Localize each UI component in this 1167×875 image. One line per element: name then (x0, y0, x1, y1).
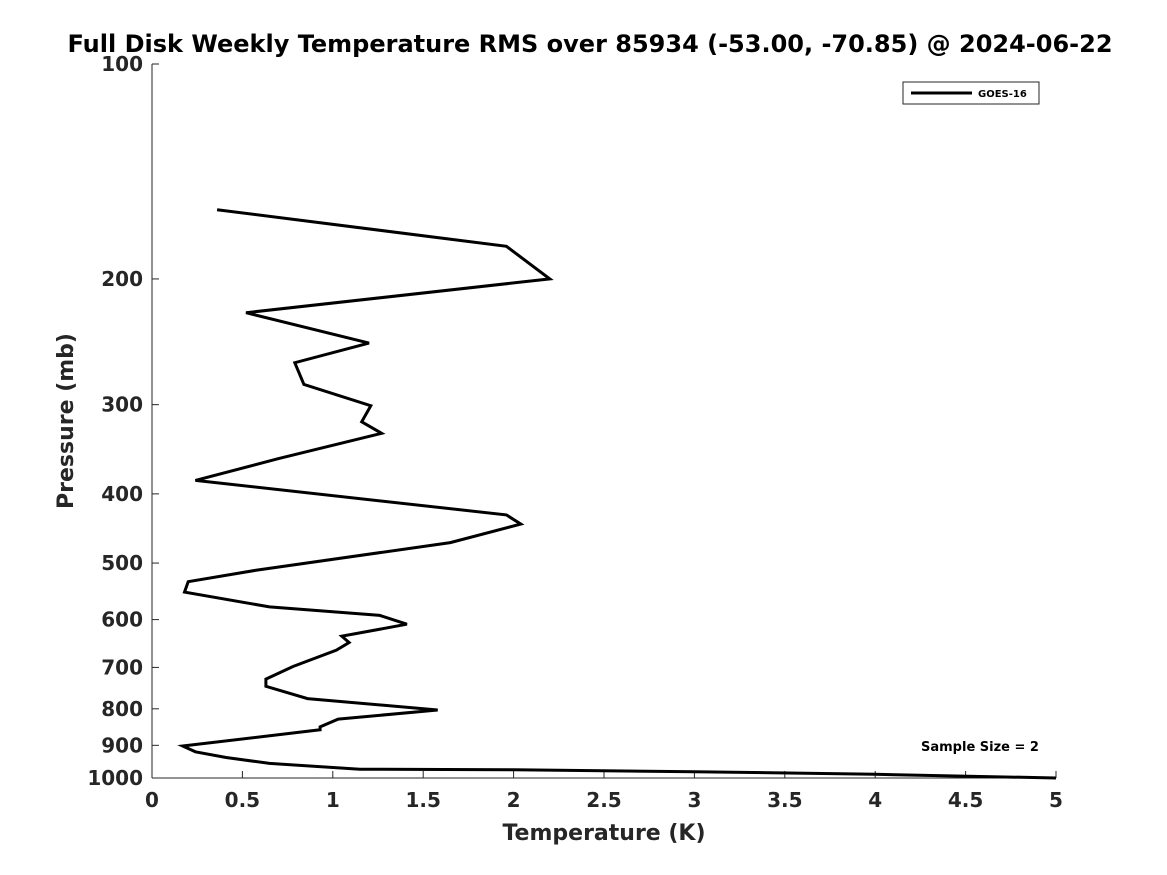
x-tick-label: 0.5 (225, 788, 260, 812)
chart-title: Full Disk Weekly Temperature RMS over 85… (67, 30, 1112, 58)
x-tick-label: 1.5 (405, 788, 440, 812)
y-tick-label: 400 (101, 482, 143, 506)
legend-entry-goes-16: GOES-16 (978, 89, 1027, 100)
y-axis-ticks: 100 200 300 400 500 600 700 800 900 1000 (87, 52, 159, 790)
plot-area (152, 64, 1056, 778)
x-tick-label: 3.5 (767, 788, 802, 812)
y-tick-label: 200 (101, 267, 143, 291)
y-tick-label: 700 (101, 655, 143, 679)
legend: GOES-16 (902, 81, 1040, 105)
x-axis-ticks: 0 0.5 1 1.5 2 2.5 3 3.5 4 4.5 5 (145, 771, 1063, 812)
x-tick-label: 5 (1049, 788, 1063, 812)
y-tick-label: 900 (101, 733, 143, 757)
x-tick-label: 2.5 (586, 788, 621, 812)
x-tick-label: 0 (145, 788, 159, 812)
y-tick-label: 300 (101, 393, 143, 417)
y-tick-label: 500 (101, 551, 143, 575)
x-tick-label: 4 (868, 788, 882, 812)
x-tick-label: 2 (507, 788, 521, 812)
sample-size-annotation: Sample Size = 2 (921, 740, 1039, 755)
x-axis-label: Temperature (K) (502, 821, 705, 846)
x-tick-label: 1 (326, 788, 340, 812)
y-axis-label: Pressure (mb) (54, 333, 79, 509)
y-tick-label: 600 (101, 608, 143, 632)
series-layer (177, 208, 1057, 780)
series-line-goes-16 (177, 208, 1057, 780)
x-tick-label: 3 (687, 788, 701, 812)
y-tick-label: 100 (101, 52, 143, 76)
y-tick-label: 1000 (87, 766, 143, 790)
x-tick-label: 4.5 (948, 788, 983, 812)
y-tick-label: 800 (101, 697, 143, 721)
